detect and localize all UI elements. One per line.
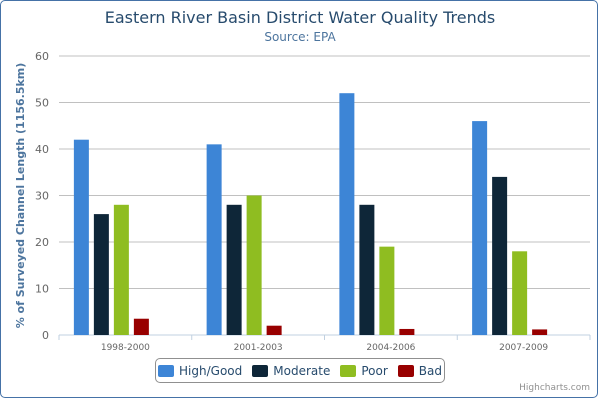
x-tick-label: 2001-2003 (234, 343, 283, 353)
bar-high-good (339, 93, 355, 335)
bar-poor (512, 251, 528, 335)
legend-label: Poor (361, 363, 388, 378)
legend-item[interactable]: Poor (340, 363, 388, 378)
bar-poor (113, 204, 129, 335)
legend-item[interactable]: High/Good (158, 364, 242, 378)
bar-high-good (206, 144, 222, 335)
bar-poor (246, 195, 262, 335)
y-tick-label: 50 (35, 97, 49, 110)
legend-swatch (252, 364, 269, 377)
legend-label: Bad (418, 363, 442, 378)
bar-moderate (359, 204, 375, 335)
legend-item[interactable]: Bad (397, 363, 442, 378)
bar-bad (399, 328, 415, 335)
bar-bad (133, 318, 149, 335)
legend-label: High/Good (179, 363, 243, 378)
chart-title: Eastern River Basin District Water Quali… (104, 8, 496, 27)
bar-moderate (93, 214, 109, 335)
x-tick-label: 2004-2006 (366, 343, 415, 353)
legend-swatch (397, 364, 414, 377)
bar-bad (532, 329, 548, 335)
bar-high-good (73, 139, 89, 335)
y-tick-label: 60 (35, 50, 49, 63)
chart-subtitle: Source: EPA (264, 30, 336, 44)
legend-item[interactable]: Moderate (252, 364, 330, 378)
y-tick-label: 0 (42, 329, 49, 342)
legend: High/Good Moderate Poor Bad (155, 358, 445, 383)
y-tick-label: 10 (35, 283, 49, 296)
bar-moderate (226, 204, 242, 335)
legend-label: Moderate (273, 363, 331, 378)
x-tick-label: 1998-2000 (101, 343, 150, 353)
bar-poor (379, 246, 395, 335)
legend-swatch (340, 364, 357, 377)
y-axis-title: % of Surveyed Channel Length (1156.5km) (14, 63, 27, 329)
bar-high-good (472, 121, 488, 335)
y-tick-label: 40 (35, 143, 49, 156)
bar-bad (266, 325, 282, 335)
legend-swatch (158, 364, 175, 377)
credits-link[interactable]: Highcharts.com (519, 383, 590, 393)
bar-moderate (492, 176, 508, 335)
y-tick-label: 30 (35, 190, 49, 203)
y-tick-label: 20 (35, 236, 49, 249)
x-tick-label: 2007-2009 (499, 343, 548, 353)
